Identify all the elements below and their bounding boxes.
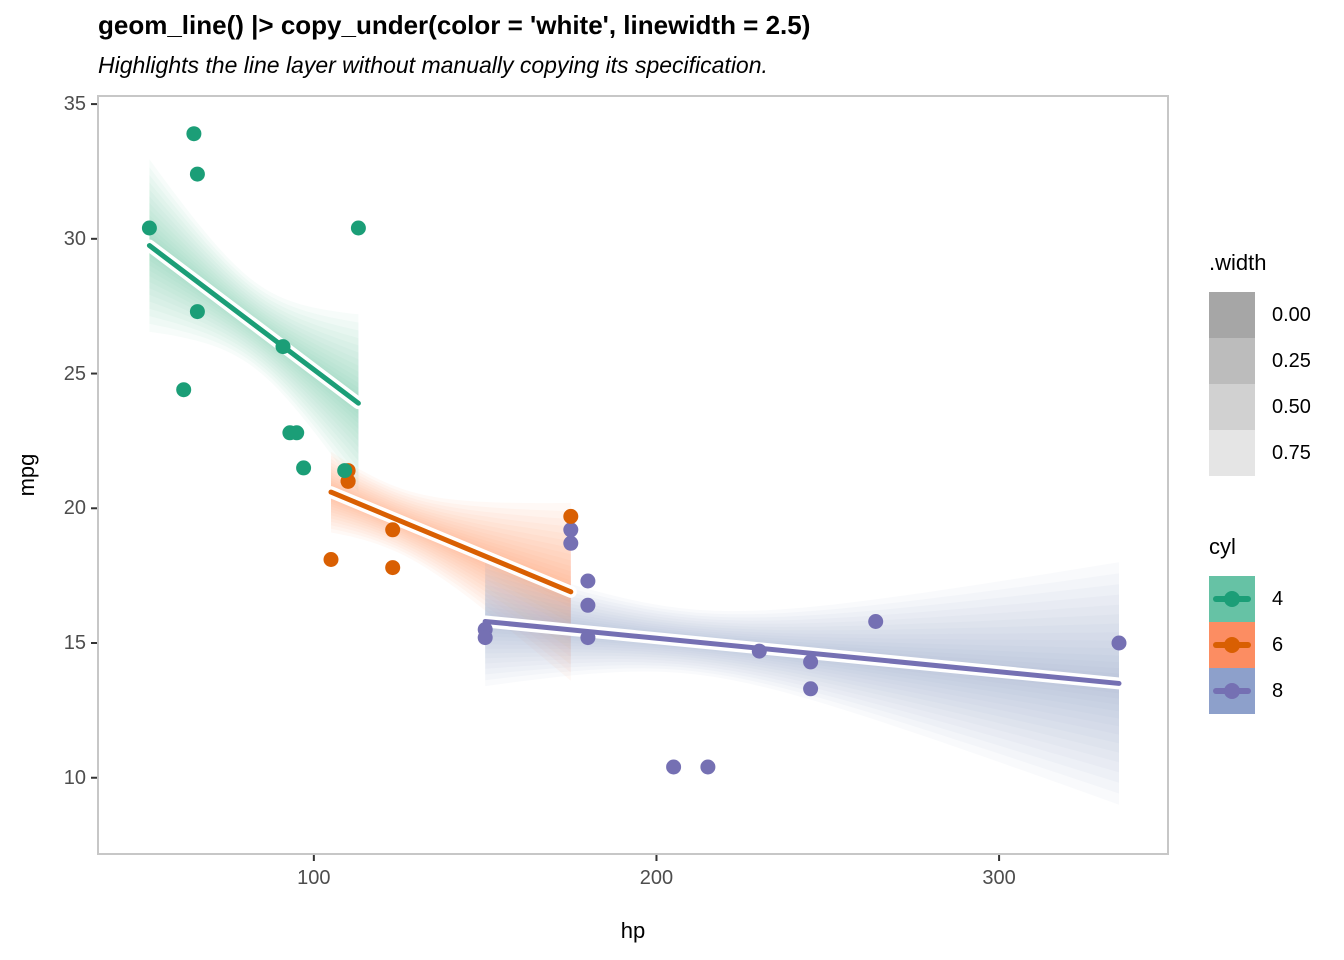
- ribbon-band: [485, 562, 1119, 794]
- data-point: [580, 597, 596, 613]
- x-tick-label: 100: [297, 867, 331, 889]
- data-point: [580, 630, 596, 646]
- ramp-swatch: [1209, 430, 1255, 476]
- data-point: [666, 759, 682, 775]
- y-tick-label: 20: [63, 497, 86, 520]
- trend-line-cyl6: [328, 489, 574, 595]
- data-point: [385, 560, 401, 576]
- legend-entry-label: 0.50: [1272, 395, 1311, 418]
- ribbon-band: [485, 574, 1119, 773]
- legend-width-title: .width: [1209, 250, 1267, 275]
- legend-cyl: cyl 4 6 8: [1209, 534, 1283, 714]
- data-point: [385, 522, 401, 538]
- legend-width-entry: 0.50: [1209, 384, 1311, 430]
- cyl-key-swatch: [1209, 668, 1255, 714]
- ribbon-band: [331, 459, 571, 665]
- legend-entry-label: 0.75: [1272, 441, 1311, 464]
- points-cyl4: [141, 126, 366, 479]
- ribbon-band: [485, 556, 1119, 805]
- data-point: [803, 654, 819, 670]
- legend-cyl-title: cyl: [1209, 534, 1236, 559]
- y-axis-title: mpg: [14, 453, 39, 497]
- data-point: [350, 220, 366, 236]
- ribbon-band: [485, 598, 1119, 727]
- y-tick-label: 30: [63, 227, 86, 250]
- legend-entry-label: 6: [1272, 633, 1284, 656]
- y-tick-label: 25: [63, 362, 86, 385]
- y-tick-label: 15: [63, 632, 86, 654]
- x-axis-title: hp: [620, 918, 646, 943]
- cyl-key-swatch: [1209, 576, 1255, 622]
- data-point: [141, 220, 157, 236]
- page-title: geom_line() |> copy_under(color = 'white…: [98, 10, 811, 40]
- legend-entry-label: 0.00: [1272, 303, 1311, 326]
- data-point: [477, 630, 493, 646]
- data-point: [751, 643, 767, 659]
- legend-entry-label: 4: [1272, 587, 1284, 610]
- data-point: [189, 166, 205, 182]
- data-point: [176, 382, 192, 398]
- legend-cyl-entries: 4 6 8: [1209, 576, 1283, 714]
- key-point-glyph: [1224, 637, 1240, 653]
- ribbon-band: [485, 594, 1119, 735]
- data-point: [186, 126, 202, 142]
- ramp-swatch: [1209, 384, 1255, 430]
- ramp-swatch: [1209, 292, 1255, 338]
- x-tick-label: 300: [982, 867, 1016, 889]
- cyl-key-swatch: [1209, 622, 1255, 668]
- data-point: [323, 552, 339, 567]
- ribbon-band: [485, 584, 1119, 753]
- x-tick-label: 200: [639, 867, 674, 889]
- data-point: [803, 681, 819, 697]
- legend-width-entry: 0.25: [1209, 338, 1311, 384]
- legend-cyl-entry: 4: [1209, 576, 1283, 622]
- key-point-glyph: [1224, 683, 1240, 699]
- ramp-swatch: [1209, 338, 1255, 384]
- legend-cyl-entry: 8: [1209, 668, 1283, 714]
- data-point: [275, 339, 291, 355]
- legend-width: .width 0.00 0.25 0.50 0.75: [1209, 250, 1311, 476]
- data-point: [189, 304, 205, 320]
- data-point: [289, 425, 305, 441]
- data-point: [580, 573, 596, 589]
- y-tick-label: 35: [63, 93, 86, 116]
- ribbon-fan-cyl8: [485, 556, 1119, 805]
- data-point: [296, 460, 312, 476]
- trend-line-cyl4: [146, 243, 361, 406]
- data-point: [868, 614, 884, 629]
- legend-entry-label: 8: [1272, 679, 1284, 702]
- legend-width-entry: 0.75: [1209, 430, 1311, 476]
- data-point: [337, 463, 353, 479]
- page-subtitle: Highlights the line layer without manual…: [98, 52, 768, 78]
- data-point: [563, 508, 579, 524]
- panel-border: [97, 95, 1169, 855]
- key-point-glyph: [1224, 591, 1240, 607]
- data-point: [700, 759, 716, 775]
- data-point: [1111, 635, 1127, 651]
- ribbon-band: [485, 589, 1119, 744]
- y-tick-label: 10: [63, 766, 86, 789]
- points-cyl8: [477, 522, 1127, 775]
- data-point: [563, 535, 579, 551]
- legend-width-entries: 0.00 0.25 0.50 0.75: [1209, 292, 1311, 476]
- ribbon-band: [485, 568, 1119, 783]
- ribbon-band: [485, 579, 1119, 763]
- legend-width-entry: 0.00: [1209, 292, 1311, 338]
- legend-cyl-entry: 6: [1209, 622, 1283, 668]
- legend-entry-label: 0.25: [1272, 349, 1311, 372]
- data-point: [563, 522, 579, 538]
